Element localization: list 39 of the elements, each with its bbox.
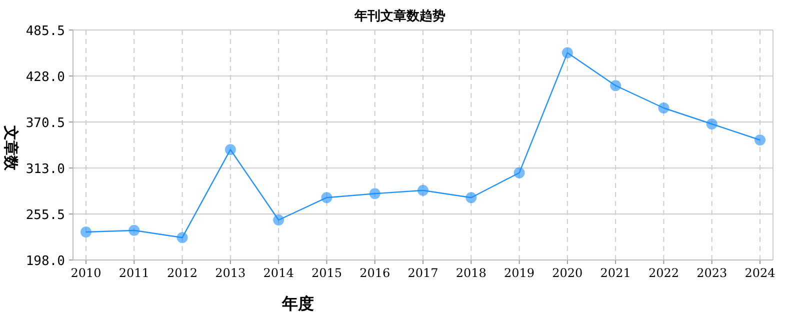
x-tick-label: 2023 — [696, 266, 728, 280]
x-tick-label: 2013 — [215, 266, 246, 280]
point — [754, 134, 766, 146]
point — [706, 118, 718, 130]
point — [80, 226, 92, 238]
point — [610, 80, 622, 92]
point — [321, 192, 332, 204]
x-tick-label: 2022 — [648, 266, 679, 280]
y-tick-label: 428.0 — [26, 70, 65, 85]
point — [273, 214, 284, 226]
chart-title: 年刊文章数趋势 — [354, 8, 446, 24]
point — [224, 144, 236, 156]
x-tick-label: 2012 — [167, 266, 198, 280]
point — [562, 47, 573, 58]
x-tick-label: 2024 — [744, 266, 776, 280]
x-tick-label: 2016 — [360, 266, 390, 280]
point — [466, 192, 477, 204]
y-axis-title: 文章数 — [2, 124, 20, 172]
y-tick-label: 313.0 — [26, 162, 65, 177]
y-tick-label: 198.0 — [26, 254, 65, 269]
x-tick-label: 2019 — [504, 266, 535, 280]
y-tick-label: 485.5 — [26, 24, 65, 39]
x-tick-label: 2021 — [600, 266, 631, 280]
point — [514, 167, 525, 178]
point — [176, 232, 188, 244]
x-tick-label: 2010 — [70, 266, 102, 280]
y-tick-label: 370.5 — [26, 116, 65, 131]
x-tick-label: 2014 — [263, 266, 294, 280]
x-tick-label: 2011 — [118, 266, 150, 280]
x-tick-label: 2018 — [456, 266, 486, 280]
point — [128, 224, 140, 236]
point — [369, 188, 380, 200]
point — [418, 184, 428, 196]
x-tick-label: 2020 — [552, 266, 583, 280]
x-tick-label: 2017 — [408, 266, 438, 280]
y-tick-label: 255.5 — [26, 208, 65, 223]
point — [658, 102, 670, 114]
x-tick-label: 2015 — [311, 266, 342, 280]
x-axis-title: 年度 — [281, 294, 314, 313]
